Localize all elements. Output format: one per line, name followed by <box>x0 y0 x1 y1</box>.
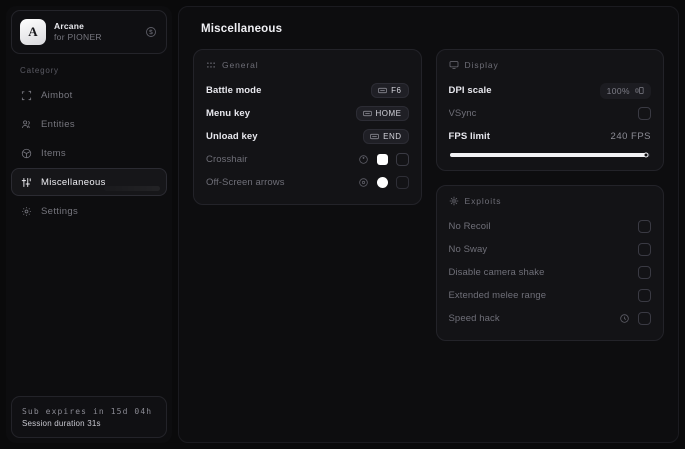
brand-title: Arcane <box>54 21 85 32</box>
row-unload-key[interactable]: Unload key END <box>204 125 411 148</box>
fps-limit-slider-row <box>447 148 654 160</box>
subscription-expiry: Sub expires in 15d 04h <box>22 406 153 416</box>
row-label: No Sway <box>448 244 488 255</box>
keybind-value: END <box>383 132 402 141</box>
keybind-value: HOME <box>375 109 402 118</box>
dpi-scale-badge[interactable]: 100% <box>599 82 651 99</box>
keybind-badge-battle-mode[interactable]: F6 <box>371 83 409 98</box>
keybind-badge-unload-key[interactable]: END <box>363 129 409 144</box>
sidebar-nav: Aimbot Entities <box>6 81 172 225</box>
sidebar-item-aimbot[interactable]: Aimbot <box>11 81 167 109</box>
no-sway-checkbox[interactable] <box>638 243 651 256</box>
brand-subtitle: for PIONER <box>54 32 102 42</box>
panel-columns: General Battle mode F6 Menu key H <box>193 49 664 428</box>
row-extended-melee-range[interactable]: Extended melee range <box>447 284 654 307</box>
panel-display-header: Display <box>447 59 654 79</box>
fps-limit-value: 240 FPS <box>610 131 651 142</box>
monitor-icon <box>449 60 459 70</box>
row-no-sway[interactable]: No Sway <box>447 238 654 261</box>
subscription-card: Sub expires in 15d 04h Session duration … <box>11 396 167 438</box>
crosshair-settings-gear-icon[interactable] <box>358 154 369 165</box>
row-label: FPS limit <box>448 131 491 142</box>
row-menu-key[interactable]: Menu key HOME <box>204 102 411 125</box>
row-label: Extended melee range <box>448 290 547 301</box>
session-duration: Session duration 31s <box>22 418 101 428</box>
row-battle-mode[interactable]: Battle mode F6 <box>204 79 411 102</box>
app-logo: A <box>20 19 46 45</box>
speed-hack-checkbox[interactable] <box>638 312 651 325</box>
sidebar-item-label: Items <box>41 147 66 159</box>
panel-exploits-header: Exploits <box>447 195 654 215</box>
extended-melee-range-checkbox[interactable] <box>638 289 651 302</box>
sidebar-item-miscellaneous[interactable]: Miscellaneous <box>11 168 167 196</box>
panel-general: General Battle mode F6 Menu key H <box>193 49 422 205</box>
row-label: Menu key <box>206 108 251 119</box>
sidebar-item-items[interactable]: Items <box>11 139 167 167</box>
sidebar-item-settings[interactable]: Settings <box>11 197 167 225</box>
settings-circle-icon[interactable] <box>144 25 158 39</box>
crosshair-checkbox[interactable] <box>395 153 409 166</box>
keybind-value: F6 <box>391 86 402 95</box>
panel-display-title: Display <box>464 60 499 70</box>
crosshair-icon <box>21 90 32 101</box>
sidebar-item-label: Miscellaneous <box>41 176 106 188</box>
row-label: Crosshair <box>206 154 248 165</box>
row-label: Unload key <box>206 131 258 142</box>
page-title: Miscellaneous <box>201 23 283 35</box>
spark-icon <box>449 196 459 206</box>
no-recoil-checkbox[interactable] <box>638 220 651 233</box>
vsync-checkbox[interactable] <box>638 107 651 120</box>
category-label: Category <box>20 66 59 75</box>
row-label: Speed hack <box>448 313 500 324</box>
sidebar-item-entities[interactable]: Entities <box>11 110 167 138</box>
panel-display: Display DPI scale 100% VSync <box>435 49 664 171</box>
row-label: No Recoil <box>448 221 491 232</box>
sidebar: A Arcane for PIONER Category Ai <box>6 6 172 443</box>
sliders-icon <box>21 177 32 188</box>
left-column: General Battle mode F6 Menu key H <box>193 49 422 205</box>
row-crosshair[interactable]: Crosshair <box>204 148 411 171</box>
row-dpi-scale[interactable]: DPI scale 100% <box>447 79 654 102</box>
sidebar-item-label: Entities <box>41 118 75 130</box>
row-label: VSync <box>448 108 477 119</box>
sidebar-item-label: Aimbot <box>41 89 73 101</box>
disable-camera-shake-checkbox[interactable] <box>638 266 651 279</box>
row-speed-hack[interactable]: Speed hack <box>447 307 654 330</box>
dpi-scale-value: 100% <box>606 85 630 96</box>
box-icon <box>21 148 32 159</box>
grid-dots-icon <box>206 60 216 70</box>
brand-text: Arcane for PIONER <box>54 21 136 42</box>
speed-hack-settings-gear-icon[interactable] <box>619 313 630 324</box>
row-label: Off-Screen arrows <box>206 177 285 188</box>
offscreen-arrows-checkbox[interactable] <box>395 176 409 189</box>
keybind-badge-menu-key[interactable]: HOME <box>355 106 409 121</box>
main-content: Miscellaneous General <box>178 6 679 443</box>
fps-limit-slider-knob[interactable] <box>643 152 649 158</box>
panel-exploits: Exploits No Recoil No Sway Disable camer… <box>435 185 664 341</box>
row-label: Battle mode <box>206 85 262 96</box>
brand-card[interactable]: A Arcane for PIONER <box>11 10 167 54</box>
row-label: DPI scale <box>448 85 492 96</box>
panel-general-title: General <box>222 60 259 70</box>
row-fps-limit[interactable]: FPS limit 240 FPS <box>447 125 654 148</box>
fps-limit-slider[interactable] <box>449 152 650 158</box>
row-vsync[interactable]: VSync <box>447 102 654 125</box>
fps-limit-slider-fill <box>449 153 646 157</box>
right-column: Display DPI scale 100% VSync <box>435 49 664 341</box>
gear-icon <box>21 206 32 217</box>
entities-icon <box>21 119 32 130</box>
panel-exploits-title: Exploits <box>464 196 502 206</box>
crosshair-color-swatch[interactable] <box>376 154 388 165</box>
panel-general-header: General <box>204 59 411 79</box>
row-disable-camera-shake[interactable]: Disable camera shake <box>447 261 654 284</box>
row-no-recoil[interactable]: No Recoil <box>447 215 654 238</box>
offscreen-arrows-settings-gear-icon[interactable] <box>358 177 369 188</box>
row-label: Disable camera shake <box>448 267 545 278</box>
row-offscreen-arrows[interactable]: Off-Screen arrows <box>204 171 411 194</box>
sidebar-item-label: Settings <box>41 205 79 217</box>
offscreen-arrows-color-swatch[interactable] <box>376 177 388 188</box>
